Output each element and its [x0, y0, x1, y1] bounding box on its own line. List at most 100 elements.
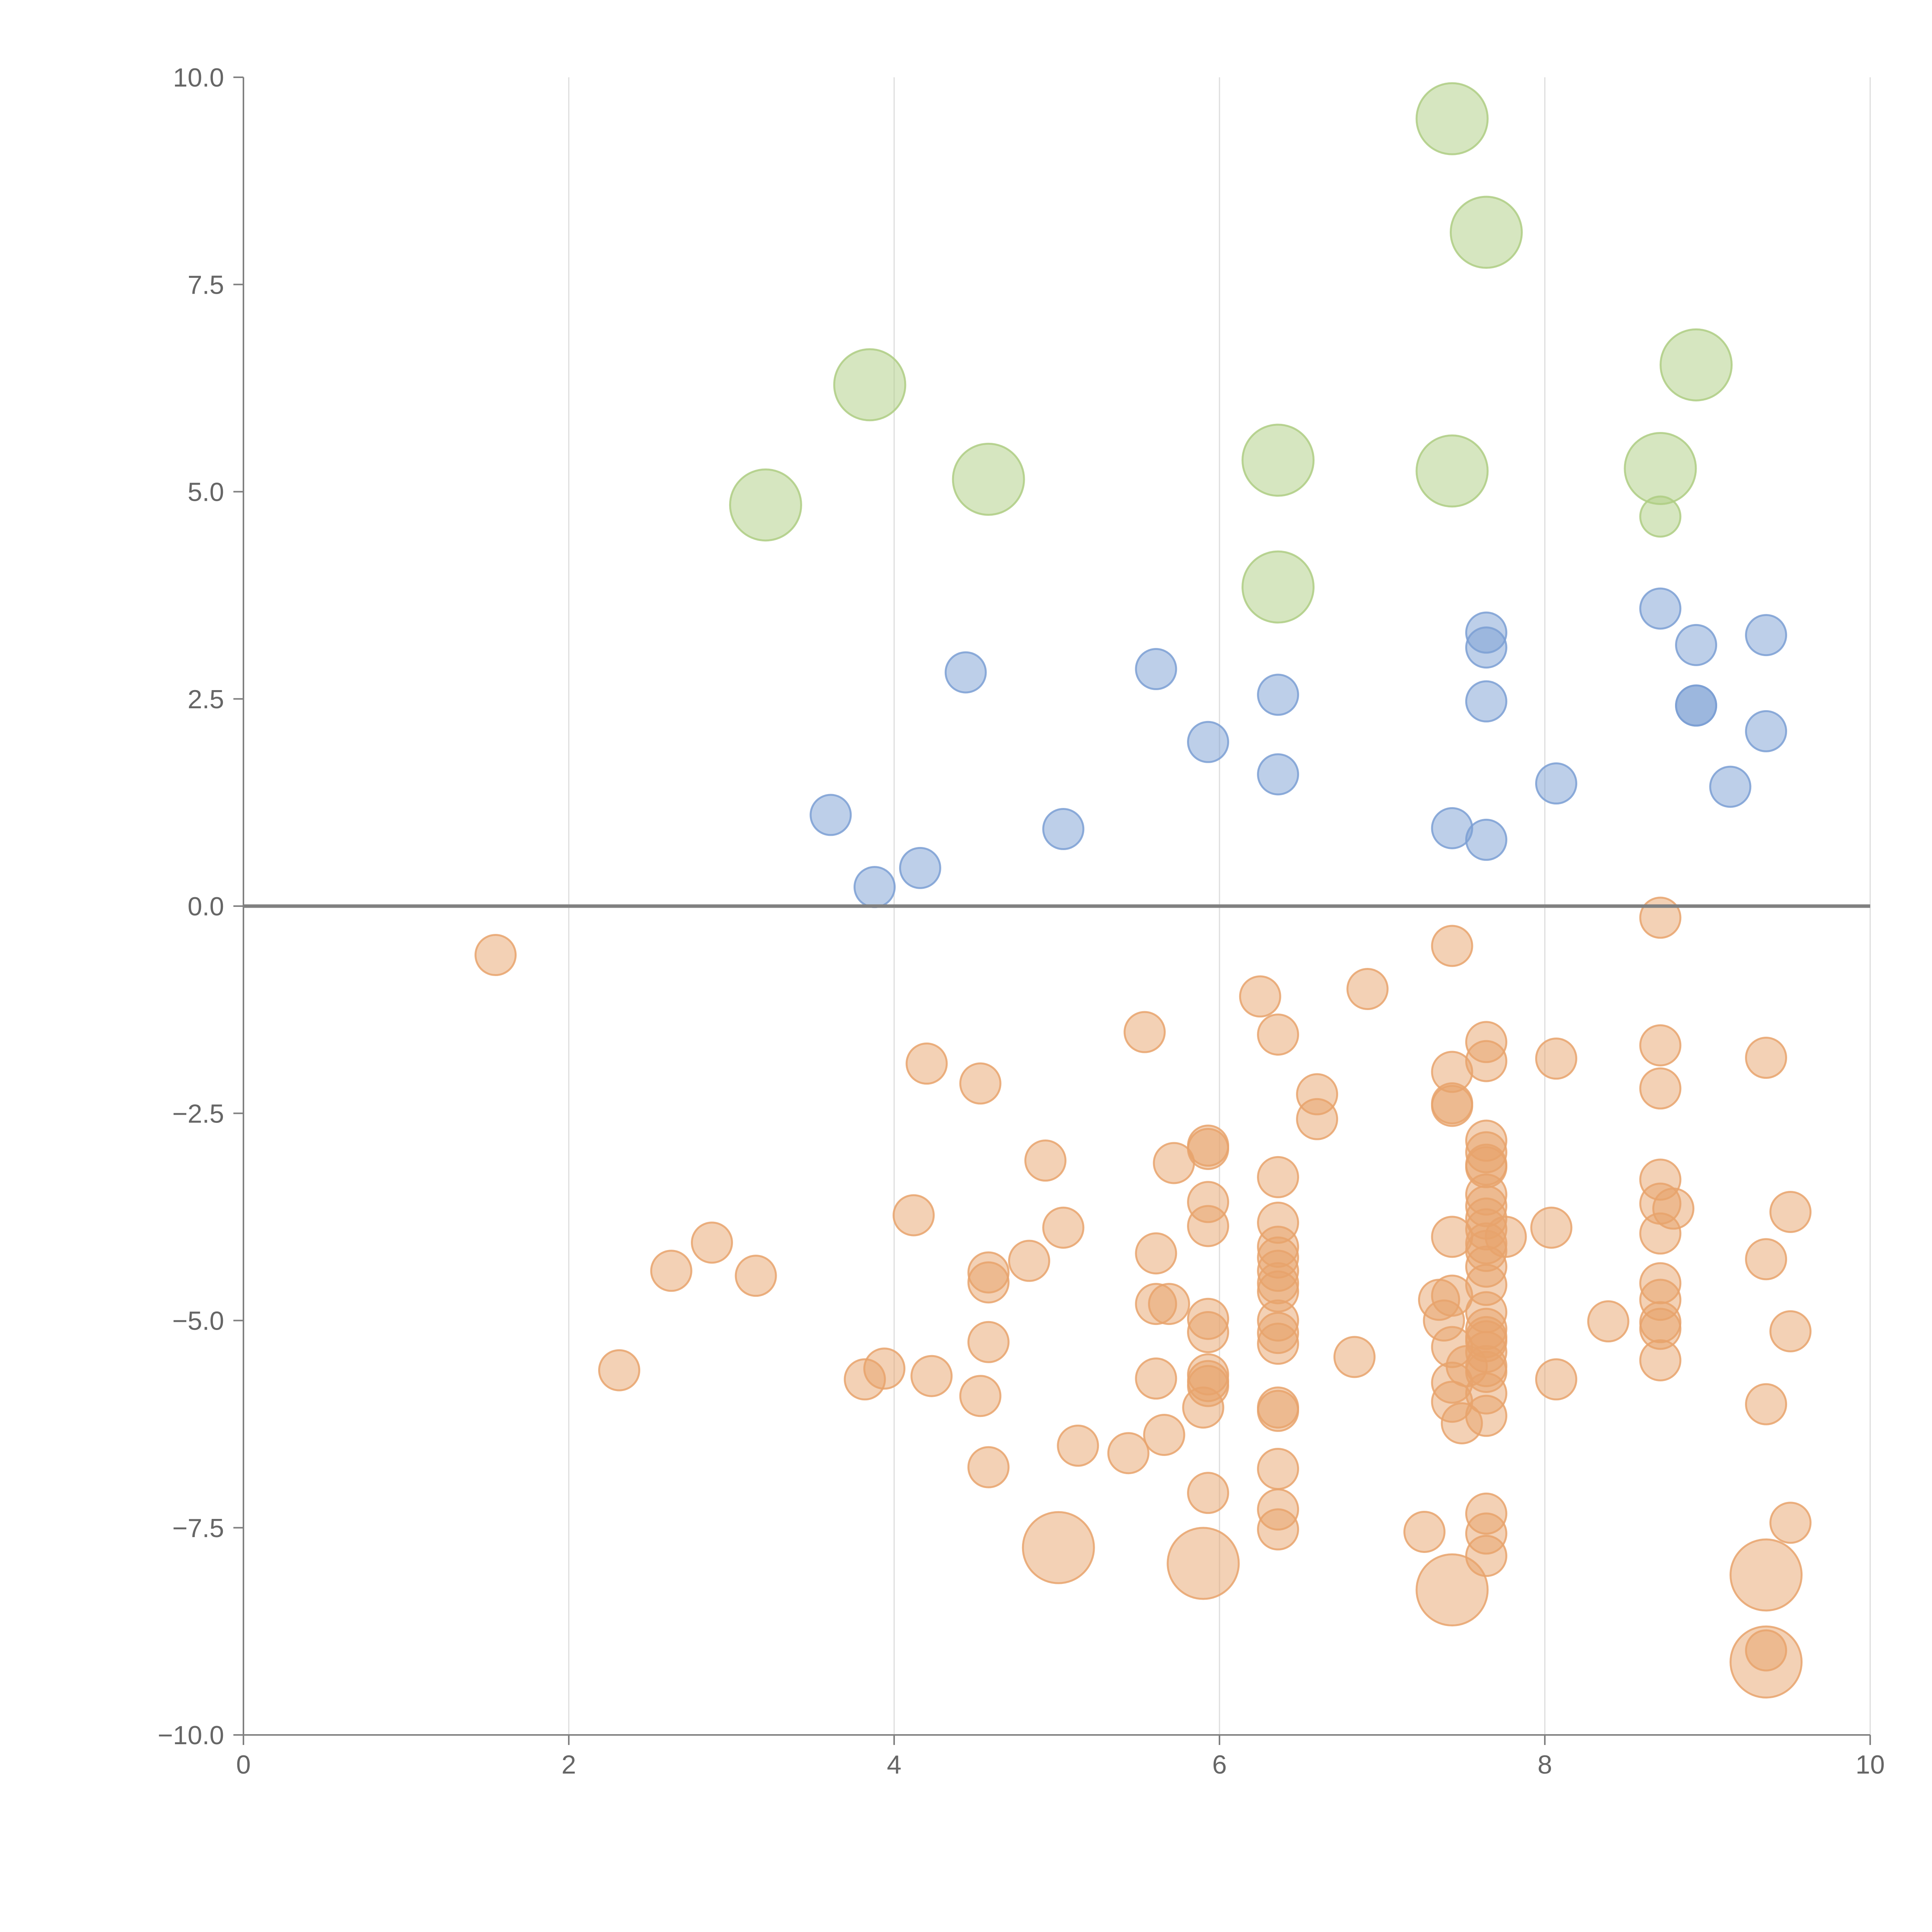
data-point-series-3 [1403, 1510, 1446, 1553]
y-tick-label: 10.0 [173, 63, 224, 92]
data-point-series-2 [1535, 762, 1577, 805]
data-point-series-2 [1135, 648, 1177, 690]
data-point-series-2 [1675, 684, 1718, 727]
data-point-series-0 [1415, 82, 1489, 155]
data-point-series-4 [1415, 1553, 1489, 1627]
data-point-series-3 [1257, 1013, 1299, 1056]
x-tick-label: 4 [887, 1750, 901, 1779]
data-point-series-3 [1530, 1206, 1573, 1249]
data-point-series-3 [1440, 1402, 1483, 1444]
data-point-series-3 [1135, 1357, 1177, 1400]
data-point-series-2 [1257, 753, 1299, 796]
data-point-series-4 [1167, 1527, 1240, 1600]
data-point-series-3 [735, 1255, 777, 1297]
data-point-series-3 [959, 1375, 1002, 1417]
data-point-series-3 [1024, 1139, 1067, 1182]
axis-ticks: 10.0 7.5 5.0 2.5 0.0 −2.5 −5.0 −7.5 −10.0 0 2 4 6 8 10 [158, 63, 1885, 1779]
data-point-series-3 [1745, 1383, 1787, 1425]
data-point-series-3 [1639, 1212, 1682, 1255]
data-point-series-2 [1465, 818, 1507, 861]
data-point-series-3 [1639, 1067, 1682, 1110]
data-point-series-3 [1333, 1336, 1376, 1378]
data-point-series-1 [1639, 495, 1682, 538]
data-point-series-2 [1745, 710, 1787, 752]
data-point-series-3 [1057, 1424, 1099, 1467]
data-point-series-4 [1730, 1538, 1803, 1612]
data-point-series-0 [1415, 434, 1489, 508]
data-point-series-3 [1148, 1283, 1190, 1325]
y-tick-label: −2.5 [172, 1099, 224, 1128]
y-tick-label: 2.5 [187, 685, 224, 714]
data-point-series-3 [1187, 1472, 1230, 1514]
y-tick-label: 5.0 [187, 478, 224, 507]
data-point-series-3 [893, 1194, 935, 1236]
x-tick-label: 2 [561, 1750, 576, 1779]
data-point-series-3 [1042, 1206, 1085, 1249]
data-point-series-3 [1257, 1389, 1299, 1432]
data-point-series-3 [1187, 1311, 1230, 1354]
data-point-series-2 [1745, 614, 1787, 656]
data-point-series-3 [844, 1358, 886, 1401]
data-point-series-3 [959, 1062, 1002, 1105]
data-point-series-3 [598, 1349, 641, 1391]
data-point-series-3 [1239, 975, 1281, 1018]
x-tick-label: 0 [236, 1750, 251, 1779]
data-point-series-3 [1745, 1037, 1787, 1079]
data-point-series-0 [1242, 550, 1315, 624]
data-point-series-3 [967, 1321, 1010, 1363]
data-point-series-2 [1465, 680, 1507, 723]
data-point-series-3 [1187, 1205, 1230, 1247]
data-point-series-3 [1143, 1414, 1185, 1456]
data-point-series-2 [1639, 587, 1682, 630]
data-point-series-3 [650, 1250, 692, 1292]
data-point-series-3 [1135, 1232, 1177, 1275]
data-point-series-3 [1107, 1432, 1150, 1475]
y-tick-label: −10.0 [158, 1721, 224, 1750]
data-point-series-2 [853, 866, 896, 908]
data-point-series-3 [1745, 1238, 1787, 1281]
data-point-series-3 [1769, 1502, 1812, 1544]
data-point-series-3 [1153, 1142, 1195, 1184]
data-point-series-3 [1257, 1447, 1299, 1490]
data-point-series-0 [1449, 196, 1523, 269]
data-point-series-2 [944, 651, 987, 694]
data-point-series-3 [1769, 1191, 1812, 1233]
data-point-series-2 [1675, 624, 1718, 666]
data-point-series-3 [474, 934, 517, 976]
y-tick-label: 7.5 [187, 270, 224, 299]
y-tick-label: −7.5 [172, 1514, 224, 1543]
data-point-series-3 [1639, 1339, 1682, 1381]
data-points [474, 82, 1812, 1699]
data-point-series-3 [1008, 1240, 1050, 1282]
data-point-series-3 [1257, 1508, 1299, 1551]
data-point-series-2 [1042, 808, 1085, 850]
data-point-series-3 [1346, 968, 1389, 1010]
data-point-series-3 [1535, 1358, 1577, 1401]
data-point-series-3 [905, 1043, 948, 1085]
data-point-series-3 [967, 1446, 1010, 1488]
data-point-series-3 [1296, 1098, 1338, 1140]
data-point-series-2 [1465, 626, 1507, 669]
x-tick-label: 10 [1855, 1750, 1885, 1779]
data-point-series-3 [1257, 1323, 1299, 1365]
data-point-series-2 [810, 794, 852, 836]
data-point-series-3 [1431, 1085, 1473, 1127]
data-point-series-5 [1745, 1629, 1787, 1672]
data-point-series-3 [1639, 1024, 1682, 1066]
data-point-series-4 [1022, 1511, 1095, 1584]
y-tick-label: −5.0 [172, 1306, 224, 1336]
data-point-series-3 [690, 1221, 733, 1264]
data-point-series-3 [1257, 1156, 1299, 1198]
data-point-series-0 [1242, 423, 1315, 497]
data-point-series-3 [1182, 1386, 1225, 1429]
x-tick-label: 8 [1537, 1750, 1552, 1779]
data-point-series-3 [1639, 896, 1682, 939]
data-point-series-3 [967, 1261, 1010, 1304]
data-point-series-0 [952, 442, 1025, 516]
data-point-series-0 [1624, 432, 1697, 505]
data-point-series-0 [833, 348, 906, 422]
x-tick-label: 6 [1212, 1750, 1227, 1779]
data-point-series-2 [1187, 721, 1230, 763]
data-point-series-3 [1431, 925, 1473, 967]
